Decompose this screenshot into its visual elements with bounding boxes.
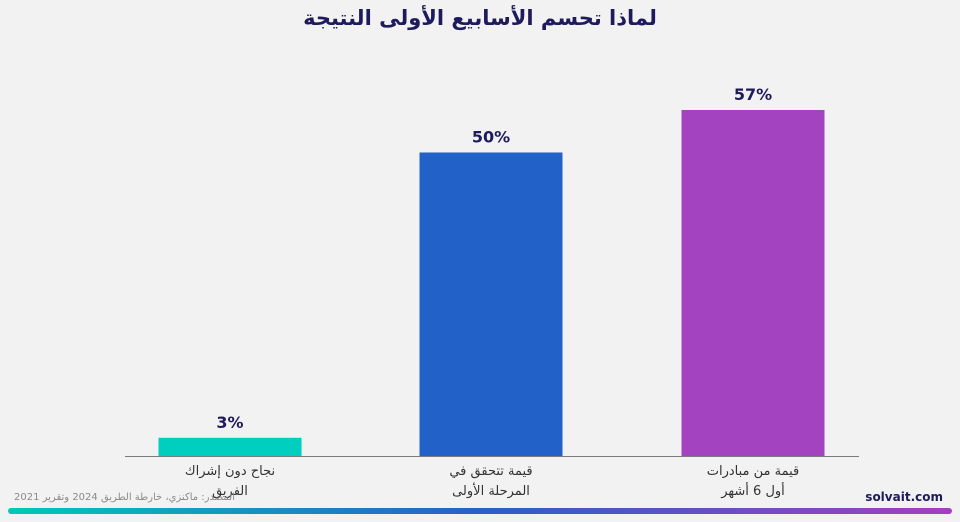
value-label-3: 57% (734, 85, 772, 104)
bar-2 (419, 152, 563, 457)
bars-group (158, 110, 825, 457)
source-note: المصدر: ماكنزي، خارطة الطريق 2024 وتقرير… (14, 492, 236, 503)
category-label-1-line-1: نجاح دون إشراك (185, 464, 275, 479)
category-label-2-line-2: المرحلة الأولى (452, 482, 530, 499)
category-label-2-line-1: قيمة تتحقق في (449, 464, 532, 479)
bar-3 (681, 110, 825, 456)
chart-title: لماذا تحسم الأسابيع الأولى النتيجة (303, 6, 657, 30)
category-label-3-line-1: قيمة من مبادرات (707, 464, 800, 479)
value-label-1: 3% (216, 413, 243, 432)
brand-link[interactable]: solvait.com (865, 490, 943, 504)
category-label-1-line-2: الفريق (212, 484, 248, 499)
category-label-3-line-2: أول 6 أشهر (720, 482, 785, 499)
footer-gradient-bar (8, 508, 952, 514)
labels-group: 3% نجاح دون إشراك الفريق 50% قيمة تتحقق في ال… (185, 85, 799, 499)
bar-1 (158, 437, 302, 456)
value-label-2: 50% (472, 127, 510, 146)
